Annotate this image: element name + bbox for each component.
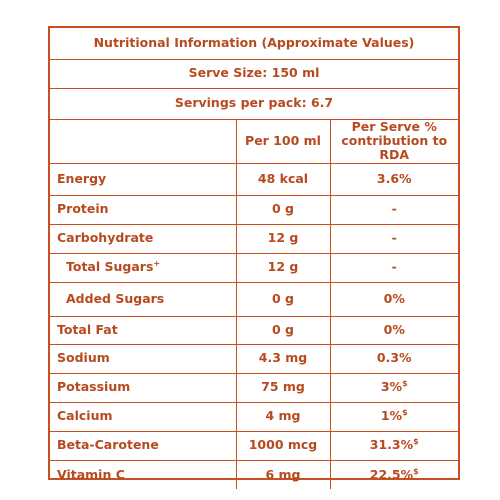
nutrient-name: Energy bbox=[50, 162, 237, 196]
header-blank bbox=[50, 118, 237, 164]
rda-footnote-mark: $ bbox=[402, 408, 408, 418]
per-100-value: 12 g bbox=[235, 252, 331, 283]
table-row: Beta-Carotene 1000 mcg 31.3%$ bbox=[50, 430, 458, 461]
table-row: Energy 48 kcal 3.6% bbox=[50, 162, 458, 196]
rda-text: 22.5% bbox=[369, 466, 414, 482]
title-row: Nutritional Information (Approximate Val… bbox=[50, 28, 458, 60]
header-per-serve-line1: Per Serve % bbox=[351, 118, 437, 134]
column-header-row: Per 100 ml Per Serve % contribution to R… bbox=[50, 118, 458, 164]
per-100-value: 48 kcal bbox=[235, 162, 331, 196]
per-100-value: 0 g bbox=[235, 281, 331, 317]
rda-text: - bbox=[391, 201, 397, 217]
serve-size: Serve Size: 150 ml bbox=[50, 58, 458, 89]
rda-value: 22.5%$ bbox=[329, 459, 458, 490]
rda-value: 3%$ bbox=[329, 372, 458, 403]
rda-footnote-mark: $ bbox=[402, 379, 408, 389]
nutrition-label: Nutritional Information (Approximate Val… bbox=[48, 26, 460, 490]
rda-value: 0% bbox=[329, 315, 458, 345]
header-per-100: Per 100 ml bbox=[235, 118, 331, 164]
nutrient-name: Vitamin C bbox=[50, 459, 237, 490]
rda-value: 31.3%$ bbox=[329, 430, 458, 461]
servings-per-pack: Servings per pack: 6.7 bbox=[50, 87, 458, 120]
rda-value: 0% bbox=[329, 281, 458, 317]
table-row: Added Sugars 0 g 0% bbox=[50, 281, 458, 317]
header-per-serve-line2: contribution to RDA bbox=[341, 132, 448, 163]
rda-text: 1% bbox=[380, 408, 403, 424]
nutrient-name: Total Sugars+ bbox=[50, 252, 237, 283]
table-row: Total Fat 0 g 0% bbox=[50, 315, 458, 345]
per-100-value: 75 mg bbox=[235, 372, 331, 403]
nutrient-name: Protein bbox=[50, 194, 237, 225]
rda-value: 3.6% bbox=[329, 162, 458, 196]
table-row: Vitamin C 6 mg 22.5%$ bbox=[50, 459, 458, 490]
nutrient-name: Calcium bbox=[50, 401, 237, 432]
nutrient-name: Added Sugars bbox=[50, 281, 237, 317]
rda-text: 3% bbox=[380, 379, 403, 395]
per-100-value: 0 g bbox=[235, 315, 331, 345]
table-row: Potassium 75 mg 3%$ bbox=[50, 372, 458, 403]
header-per-serve: Per Serve % contribution to RDA bbox=[329, 118, 458, 164]
rda-text: 0.3% bbox=[376, 350, 412, 366]
table-row: Sodium 4.3 mg 0.3% bbox=[50, 343, 458, 374]
nutrient-name: Total Fat bbox=[50, 315, 237, 345]
per-100-value: 1000 mcg bbox=[235, 430, 331, 461]
servings-row: Servings per pack: 6.7 bbox=[50, 87, 458, 120]
rda-value: - bbox=[329, 194, 458, 225]
rda-text: - bbox=[391, 230, 397, 246]
nutrient-name: Potassium bbox=[50, 372, 237, 403]
nutrient-name: Sodium bbox=[50, 343, 237, 374]
per-100-value: 12 g bbox=[235, 223, 331, 254]
per-100-value: 4.3 mg bbox=[235, 343, 331, 374]
per-100-value: 4 mg bbox=[235, 401, 331, 432]
rda-value: - bbox=[329, 223, 458, 254]
table-row: Carbohydrate 12 g - bbox=[50, 223, 458, 254]
rda-value: 1%$ bbox=[329, 401, 458, 432]
rda-text: 3.6% bbox=[376, 170, 412, 186]
rda-text: 31.3% bbox=[369, 437, 414, 453]
per-100-value: 6 mg bbox=[235, 459, 331, 490]
table-row: Total Sugars+ 12 g - bbox=[50, 252, 458, 283]
panel-title: Nutritional Information (Approximate Val… bbox=[50, 28, 458, 60]
name-footnote-mark: + bbox=[153, 259, 161, 269]
nutrient-name: Beta-Carotene bbox=[50, 430, 237, 461]
nutrition-table: Nutritional Information (Approximate Val… bbox=[50, 28, 458, 490]
rda-text: - bbox=[391, 259, 397, 275]
serve-size-row: Serve Size: 150 ml bbox=[50, 58, 458, 89]
rda-text: 0% bbox=[383, 321, 405, 337]
table-row: Calcium 4 mg 1%$ bbox=[50, 401, 458, 432]
nutrient-name: Carbohydrate bbox=[50, 223, 237, 254]
rda-text: 0% bbox=[383, 290, 405, 306]
rda-footnote-mark: $ bbox=[413, 437, 419, 447]
table-row: Protein 0 g - bbox=[50, 194, 458, 225]
rda-value: - bbox=[329, 252, 458, 283]
per-100-value: 0 g bbox=[235, 194, 331, 225]
rda-footnote-mark: $ bbox=[413, 466, 419, 476]
nutrient-name-text: Total Sugars bbox=[66, 259, 154, 275]
rda-value: 0.3% bbox=[329, 343, 458, 374]
